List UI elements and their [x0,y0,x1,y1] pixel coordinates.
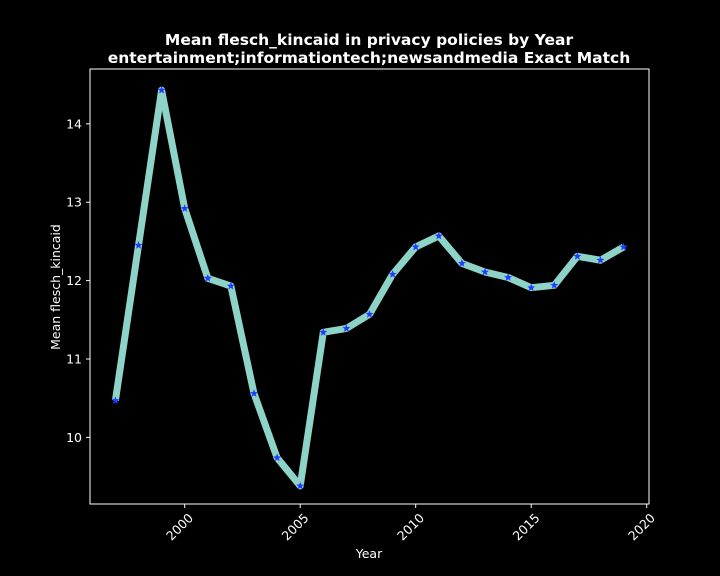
x-axis-label: Year [355,546,383,561]
series-line [111,86,626,490]
data-point [596,256,605,264]
y-axis-label: Mean flesch_kincaid [48,224,63,350]
data-point [250,389,258,397]
data-point [388,270,397,278]
data-point [411,242,420,251]
y-tick-label: 11 [66,352,82,367]
data-point [550,281,559,289]
data-point [157,85,166,94]
data-point [180,204,189,212]
data-point [273,453,282,462]
data-point [457,259,466,267]
y-tick-label: 14 [66,116,82,131]
y-axis: 10 11 12 13 14 [66,116,90,445]
data-point [342,324,351,332]
data-point [203,274,212,282]
x-tick-label: 2000 [163,510,196,543]
data-point [619,242,628,251]
y-tick-label: 12 [66,273,82,288]
x-tick-label: 2020 [625,510,658,543]
data-point [365,310,374,318]
x-tick-label: 2015 [509,510,542,543]
data-point [434,231,443,240]
series-markers [111,85,628,490]
data-point [296,481,305,490]
data-point [226,281,235,290]
chart-title-line-2: entertainment;informationtech;newsandmed… [108,49,631,67]
data-point [134,241,143,249]
plot-area [89,68,650,505]
data-point [527,283,536,292]
data-point [319,328,328,336]
chart-title-line-1: Mean flesch_kincaid in privacy policies … [165,31,574,49]
x-tick-label: 2005 [278,510,311,543]
data-point [504,273,513,281]
y-tick-label: 10 [66,430,82,445]
x-axis: 2000 2005 2010 2015 2020 [163,504,658,543]
series-line-group [111,86,626,490]
data-point [573,252,582,260]
y-tick-label: 13 [66,195,82,210]
x-tick-label: 2010 [394,510,427,543]
data-point [481,267,489,276]
data-point [111,396,120,404]
